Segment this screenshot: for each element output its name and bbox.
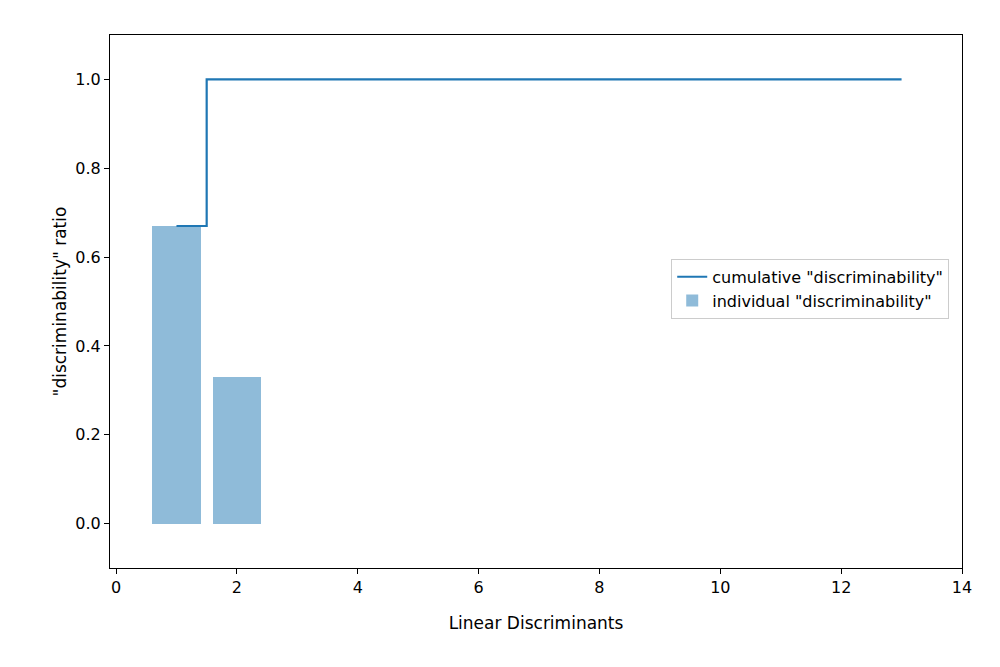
- svg-text:0: 0: [111, 578, 121, 597]
- svg-text:10: 10: [710, 578, 730, 597]
- svg-text:0.6: 0.6: [75, 248, 100, 267]
- svg-text:14: 14: [952, 578, 972, 597]
- svg-text:4: 4: [353, 578, 363, 597]
- svg-text:cumulative "discriminability": cumulative "discriminability": [712, 268, 943, 287]
- svg-text:0.2: 0.2: [75, 425, 100, 444]
- svg-text:0.0: 0.0: [75, 514, 100, 533]
- svg-text:"discriminability" ratio: "discriminability" ratio: [50, 207, 70, 397]
- svg-text:1.0: 1.0: [75, 70, 100, 89]
- svg-text:8: 8: [594, 578, 604, 597]
- svg-text:6: 6: [474, 578, 484, 597]
- svg-text:0.4: 0.4: [75, 337, 100, 356]
- svg-text:0.8: 0.8: [75, 159, 100, 178]
- svg-text:2: 2: [232, 578, 242, 597]
- svg-text:individual "discriminability": individual "discriminability": [712, 292, 931, 311]
- svg-text:Linear Discriminants: Linear Discriminants: [449, 613, 624, 633]
- svg-text:12: 12: [831, 578, 851, 597]
